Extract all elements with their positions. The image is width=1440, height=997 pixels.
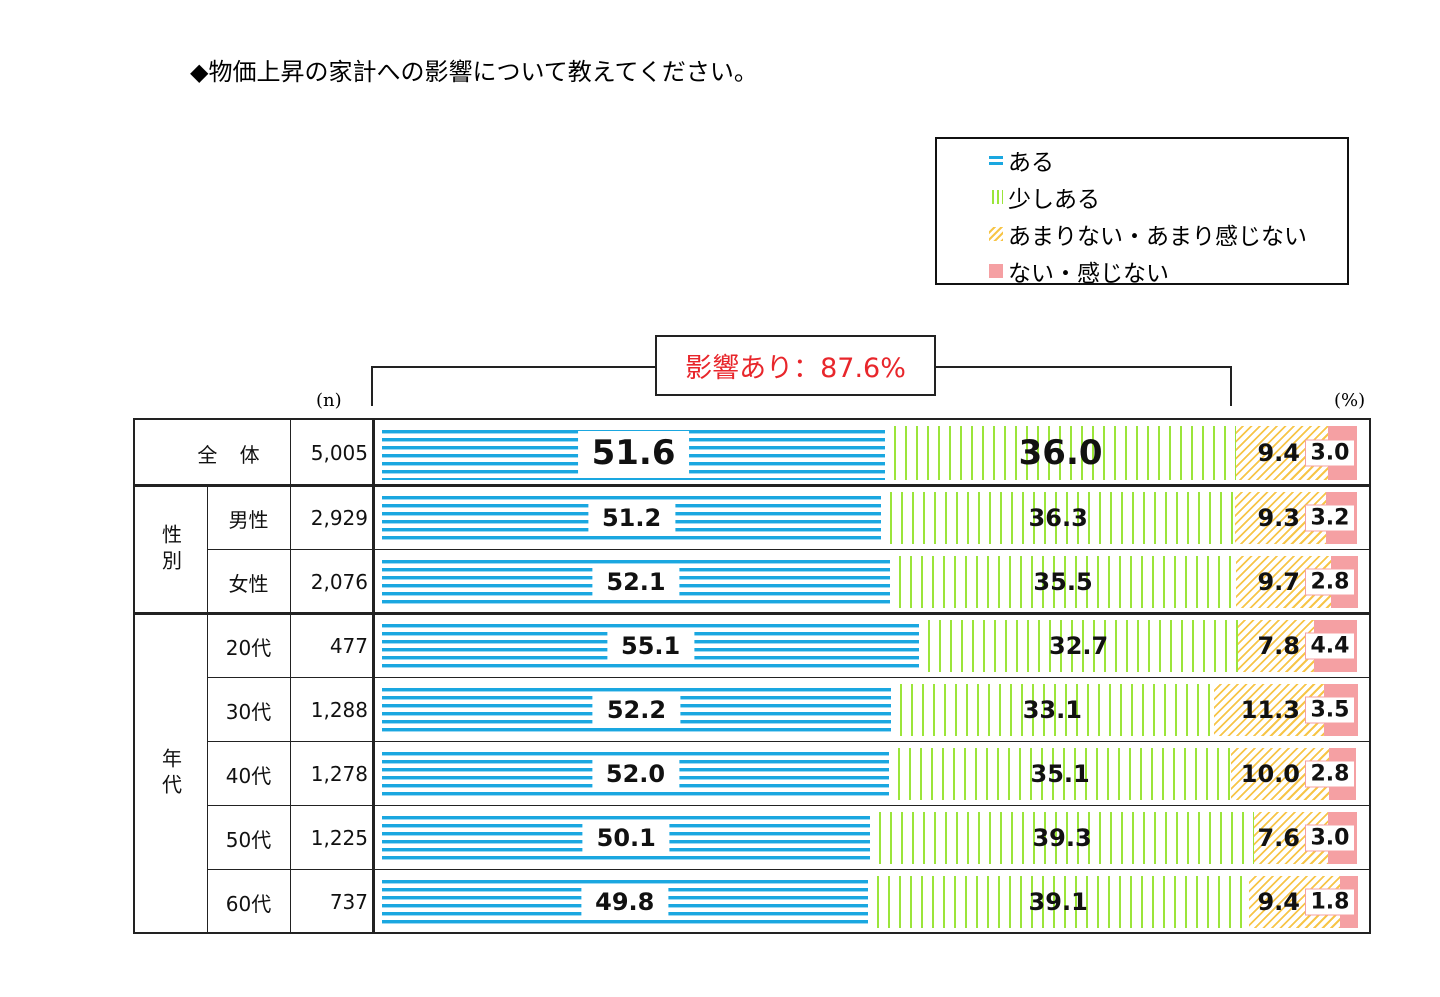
bar-segment-1 xyxy=(881,492,1236,544)
legend-label: あまりない・あまり感じない xyxy=(1008,224,1307,250)
data-label: 9.4 xyxy=(1257,439,1300,467)
group-gender: 性別 xyxy=(158,524,183,576)
data-label: 7.6 xyxy=(1257,824,1300,852)
bar-segment-1 xyxy=(867,876,1249,928)
bar-segment-2 xyxy=(1238,620,1315,672)
data-label: 9.7 xyxy=(1257,568,1300,596)
data-label: 52.1 xyxy=(592,566,680,598)
divider xyxy=(207,486,208,932)
data-label: 10.0 xyxy=(1240,760,1300,788)
row-label: 40代 xyxy=(225,763,272,788)
divider xyxy=(135,612,1369,615)
data-label: 49.8 xyxy=(581,886,669,918)
data-label: 3.2 xyxy=(1305,504,1355,532)
bar-segment-1 xyxy=(885,426,1237,480)
data-label: 2.8 xyxy=(1305,568,1355,596)
data-label: 51.6 xyxy=(577,431,690,475)
data-label: 35.1 xyxy=(1030,760,1090,788)
legend-swatch xyxy=(989,190,1003,204)
row-n: 737 xyxy=(329,890,368,914)
row-n: 1,278 xyxy=(310,762,368,786)
legend-item-amari: あまりない・あまり感じない xyxy=(989,217,1307,251)
legend-swatch xyxy=(989,153,1003,167)
row-label: 50代 xyxy=(225,827,272,852)
data-label: 1.8 xyxy=(1305,888,1355,916)
data-label: 35.5 xyxy=(1033,568,1093,596)
data-label: 9.3 xyxy=(1257,504,1300,532)
divider xyxy=(372,420,375,932)
legend: ある 少しある あまりない・あまり感じない ない・感じない xyxy=(935,137,1349,288)
divider xyxy=(207,677,1369,678)
row-label: 60代 xyxy=(225,891,272,916)
group-age: 年代 xyxy=(158,748,183,800)
legend-swatch xyxy=(989,227,1003,241)
data-label: 39.3 xyxy=(1032,824,1092,852)
legend-swatch xyxy=(989,264,1003,278)
legend-item-sukoshi: 少しある xyxy=(989,180,1100,214)
bar-segment-1 xyxy=(889,556,1237,608)
pct-unit: (%) xyxy=(1334,390,1366,411)
n-unit: (n) xyxy=(316,390,342,411)
data-label: 3.0 xyxy=(1305,824,1355,852)
divider xyxy=(207,805,1369,806)
row-label: 20代 xyxy=(225,635,272,660)
row-n: 1,288 xyxy=(310,698,368,722)
data-label: 36.0 xyxy=(1018,433,1103,473)
legend-item-nai: ない・感じない xyxy=(989,254,1169,288)
divider xyxy=(135,484,1369,487)
data-label: 50.1 xyxy=(582,822,670,854)
bar-segment-1 xyxy=(870,812,1254,864)
data-label: 52.0 xyxy=(591,758,680,790)
data-table: 性別 年代全 体 5,005 51.6 36.0 9.4 3.0 男性 2,929 51.2 36.… xyxy=(133,418,1371,934)
bar-segment-1 xyxy=(889,748,1232,800)
data-label: 9.4 xyxy=(1257,888,1300,916)
divider xyxy=(207,549,1369,550)
divider xyxy=(207,869,1369,870)
row-n: 5,005 xyxy=(310,441,368,465)
data-label: 7.8 xyxy=(1257,632,1300,660)
legend-label: 少しある xyxy=(1008,187,1100,213)
legend-label: ない・感じない xyxy=(1008,261,1169,287)
row-n: 2,929 xyxy=(310,506,368,530)
data-label: 3.0 xyxy=(1305,439,1355,467)
data-label: 55.1 xyxy=(607,630,695,662)
row-n: 1,225 xyxy=(310,826,368,850)
data-label: 36.3 xyxy=(1028,504,1088,532)
divider xyxy=(290,420,291,932)
data-label: 33.1 xyxy=(1022,696,1082,724)
row-label: 全 体 xyxy=(197,442,268,467)
row-label: 女性 xyxy=(228,571,269,596)
data-label: 2.8 xyxy=(1305,760,1355,788)
bar-segment-1 xyxy=(890,684,1214,736)
row-n: 477 xyxy=(329,634,368,658)
divider xyxy=(207,741,1369,742)
row-label: 男性 xyxy=(228,507,269,532)
legend-label: ある xyxy=(1008,150,1054,176)
row-n: 2,076 xyxy=(310,570,368,594)
row-label: 30代 xyxy=(225,699,272,724)
data-label: 51.2 xyxy=(587,502,676,534)
data-label: 11.3 xyxy=(1240,696,1300,724)
legend-item-aru: ある xyxy=(989,143,1054,177)
data-label: 52.2 xyxy=(592,694,681,726)
impact-label: 影響あり：87.6% xyxy=(655,335,936,396)
data-label: 3.5 xyxy=(1305,696,1355,724)
data-label: 32.7 xyxy=(1049,632,1109,660)
bar-segment-1 xyxy=(919,620,1239,672)
data-label: 4.4 xyxy=(1305,632,1355,660)
chart-title: ◆物価上昇の家計への影響について教えてください。 xyxy=(190,58,758,86)
data-label: 39.1 xyxy=(1028,888,1088,916)
